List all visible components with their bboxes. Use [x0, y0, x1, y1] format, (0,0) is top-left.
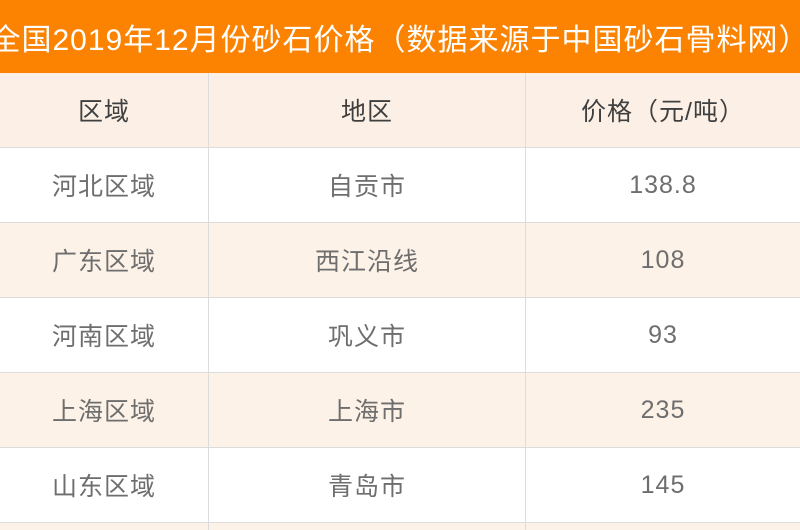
area-cell: 上海市 — [209, 373, 526, 447]
region-cell: 上海区域 — [0, 373, 209, 447]
price-cell: 235 — [640, 395, 686, 424]
price-cell: 145 — [640, 470, 686, 499]
area-cell — [209, 523, 526, 530]
table-row: 河北区域 自贡市 138.8 — [0, 148, 800, 223]
column-header-area: 地区 — [209, 73, 526, 147]
area-cell: 青岛市 — [209, 448, 526, 522]
title-banner: 全国2019年12月份砂石价格（数据来源于中国砂石骨料网） — [0, 0, 800, 73]
price-table: 区域 地区 价格（元/吨） 河北区域 自贡市 138.8 广东区域 西江沿线 1… — [0, 73, 800, 530]
partial-next-row — [0, 523, 800, 530]
table-row: 上海区域 上海市 235 — [0, 373, 800, 448]
region-cell: 河北区域 — [0, 148, 209, 222]
price-cell: 108 — [640, 245, 686, 274]
table-row: 山东区域 青岛市 145 — [0, 448, 800, 523]
page-title: 全国2019年12月份砂石价格（数据来源于中国砂石骨料网） — [0, 23, 800, 57]
table-row: 广东区域 西江沿线 108 — [0, 223, 800, 298]
region-cell: 河南区域 — [0, 298, 209, 372]
region-cell: 山东区域 — [0, 448, 209, 522]
column-header-price: 价格（元/吨） — [581, 98, 745, 126]
price-cell — [526, 523, 800, 530]
price-cell: 138.8 — [629, 170, 697, 199]
area-cell: 巩义市 — [209, 298, 526, 372]
region-cell — [0, 523, 209, 530]
price-cell: 93 — [648, 320, 678, 349]
column-header-region: 区域 — [0, 73, 209, 147]
region-cell: 广东区域 — [0, 223, 209, 297]
table-row: 河南区域 巩义市 93 — [0, 298, 800, 373]
area-cell: 自贡市 — [209, 148, 526, 222]
area-cell: 西江沿线 — [209, 223, 526, 297]
table-header-row: 区域 地区 价格（元/吨） — [0, 73, 800, 148]
